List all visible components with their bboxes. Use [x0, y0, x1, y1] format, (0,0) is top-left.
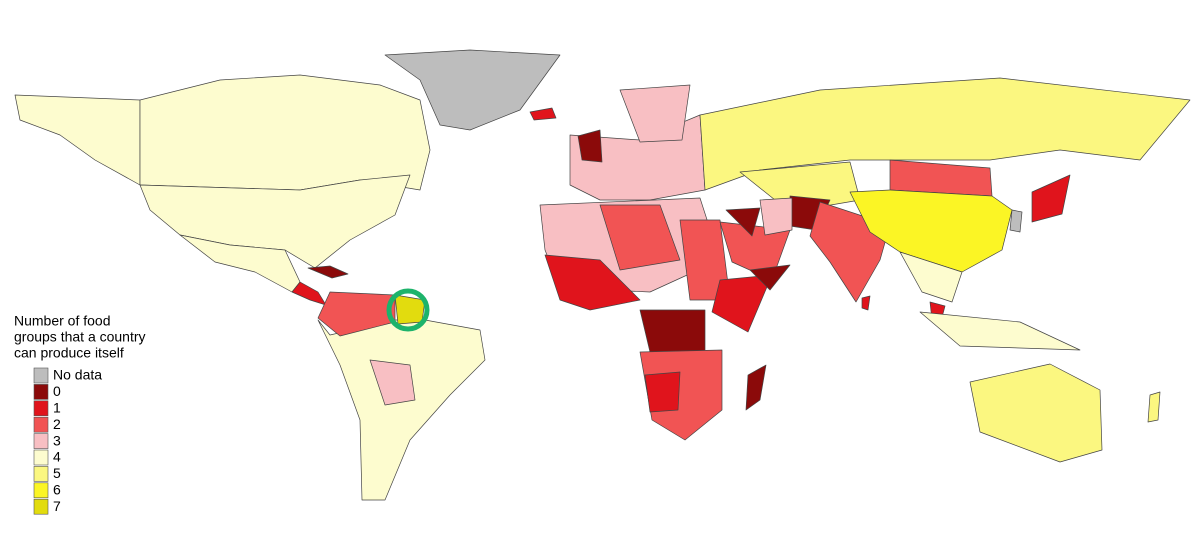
legend-label: 2	[53, 416, 61, 432]
legend-title: Number of food	[14, 313, 111, 329]
madagascar	[745, 364, 767, 411]
canada	[139, 74, 431, 191]
iran	[759, 197, 793, 236]
guyana	[394, 294, 426, 325]
indonesia	[919, 311, 1081, 351]
iceland	[529, 107, 557, 121]
iraq	[725, 207, 761, 237]
legend-swatch	[33, 416, 49, 433]
cuba	[307, 265, 349, 279]
australia	[969, 363, 1103, 463]
legend-swatch	[33, 433, 49, 449]
legend-label: 4	[53, 449, 61, 465]
legend-label: 5	[53, 465, 61, 481]
central-america	[291, 281, 327, 306]
new-zealand	[1147, 391, 1161, 423]
legend-swatch	[33, 367, 49, 384]
colombia-venezuela	[317, 291, 396, 337]
legend-swatch	[33, 400, 49, 417]
west-africa	[544, 254, 641, 311]
uk	[577, 129, 603, 163]
highlight-circle	[386, 288, 430, 332]
alaska	[14, 94, 141, 186]
china	[849, 189, 1013, 273]
legend-swatch	[33, 384, 49, 400]
angola	[644, 371, 681, 413]
legend-swatch	[33, 466, 49, 482]
bolivia-paraguay	[369, 359, 416, 406]
horn-of-africa	[711, 274, 773, 333]
legend-label: 6	[53, 482, 61, 498]
legend-swatch	[33, 449, 49, 466]
scandinavia	[619, 84, 691, 143]
south-america	[317, 319, 486, 501]
sahel	[599, 204, 681, 271]
legend-label: 7	[53, 498, 61, 514]
legend-label: 3	[53, 432, 61, 448]
japan	[1031, 174, 1071, 223]
greenland	[384, 49, 561, 131]
legend-swatch	[33, 482, 49, 499]
countries	[14, 49, 1191, 501]
legend-title: groups that a country	[14, 329, 146, 345]
sri-lanka	[861, 295, 871, 311]
legend-title: can produce itself	[14, 345, 124, 361]
legend-swatch	[33, 498, 49, 515]
legend-label: 1	[53, 400, 61, 416]
korea	[1009, 209, 1023, 233]
yemen	[749, 264, 791, 291]
legend-label: No data	[53, 367, 102, 383]
usa	[139, 174, 411, 269]
southeast-asia	[899, 251, 963, 303]
legend-label: 0	[53, 383, 61, 399]
